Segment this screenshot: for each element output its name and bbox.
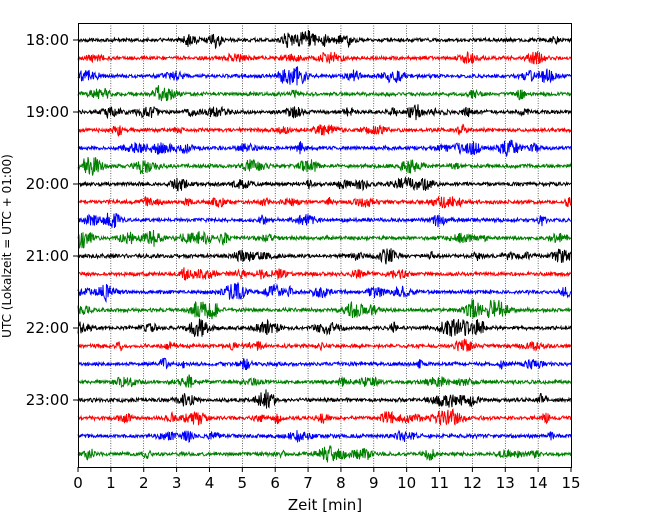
x-tick-label: 9 — [369, 474, 379, 492]
seismogram-trace — [77, 445, 572, 463]
x-tick-label: 8 — [336, 474, 346, 492]
seismogram-trace — [77, 66, 572, 86]
y-tick-label: 21:00 — [26, 247, 69, 265]
seismogram-trace — [77, 357, 572, 371]
y-tick-label: 18:00 — [26, 31, 69, 49]
x-tick-label: 13 — [496, 474, 515, 492]
x-tick-label: 15 — [561, 474, 580, 492]
y-axis-ticks: 18:00 19:00 20:00 21:00 22:00 23:00 — [26, 31, 78, 409]
seismogram-trace — [77, 374, 572, 388]
seismogram-trace — [77, 338, 572, 352]
y-axis-label: UTC (Lokalzeit = UTC + 01:00) — [0, 154, 14, 338]
x-tick-label: 3 — [172, 474, 182, 492]
seismogram-trace — [77, 85, 572, 102]
seismogram-trace — [77, 212, 572, 229]
seismogram-trace — [77, 176, 572, 192]
x-tick-label: 5 — [238, 474, 248, 492]
x-tick-label: 10 — [397, 474, 416, 492]
x-axis-ticks: 0 1 2 3 4 5 6 7 8 9 10 11 12 13 14 15 — [73, 467, 581, 492]
y-tick-label: 20:00 — [26, 175, 69, 193]
seismogram-trace — [77, 157, 572, 176]
y-tick-label: 19:00 — [26, 103, 69, 121]
seismogram-trace — [77, 281, 572, 304]
seismogram-trace — [77, 123, 572, 137]
seismogram-trace — [77, 267, 572, 282]
seismogram-traces — [77, 29, 572, 463]
seismogram-trace — [77, 195, 572, 209]
seismogram-trace — [77, 318, 572, 337]
x-tick-label: 4 — [205, 474, 215, 492]
seismogram-trace — [77, 429, 572, 443]
x-tick-label: 0 — [73, 474, 83, 492]
seismogram-trace — [77, 248, 572, 265]
y-tick-label: 22:00 — [26, 319, 69, 337]
plot-frame — [78, 23, 572, 468]
x-tick-label: 7 — [303, 474, 313, 492]
x-tick-label: 1 — [106, 474, 116, 492]
x-tick-label: 14 — [529, 474, 548, 492]
x-tick-label: 12 — [463, 474, 482, 492]
seismogram-trace — [77, 229, 572, 249]
seismogram-trace — [77, 29, 572, 50]
x-tick-label: 2 — [139, 474, 149, 492]
x-tick-label: 6 — [270, 474, 280, 492]
seismogram-trace — [77, 104, 572, 121]
seismogram-trace — [77, 389, 572, 409]
y-tick-label: 23:00 — [26, 391, 69, 409]
seismogram-trace — [77, 408, 572, 426]
seismogram-trace — [77, 50, 572, 65]
seismogram-trace — [77, 298, 572, 320]
seismogram-trace — [77, 139, 572, 158]
grid-lines — [110, 23, 539, 467]
x-axis-label: Zeit [min] — [288, 496, 362, 514]
x-tick-label: 11 — [430, 474, 449, 492]
